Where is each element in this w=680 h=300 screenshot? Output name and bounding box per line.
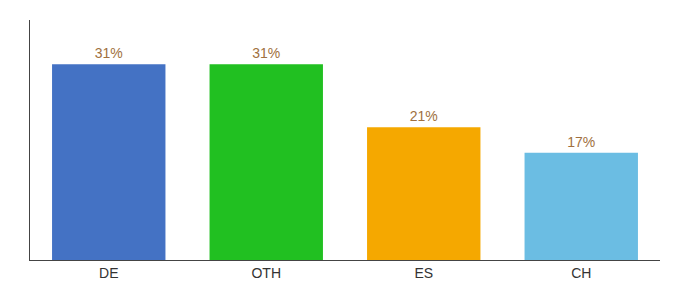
svg-text:OTH: OTH xyxy=(251,265,281,281)
svg-text:17%: 17% xyxy=(567,134,595,150)
svg-text:ES: ES xyxy=(414,265,433,281)
svg-text:31%: 31% xyxy=(252,45,280,61)
svg-text:31%: 31% xyxy=(95,45,123,61)
svg-text:21%: 21% xyxy=(410,108,438,124)
svg-text:CH: CH xyxy=(571,265,591,281)
svg-text:DE: DE xyxy=(99,265,118,281)
